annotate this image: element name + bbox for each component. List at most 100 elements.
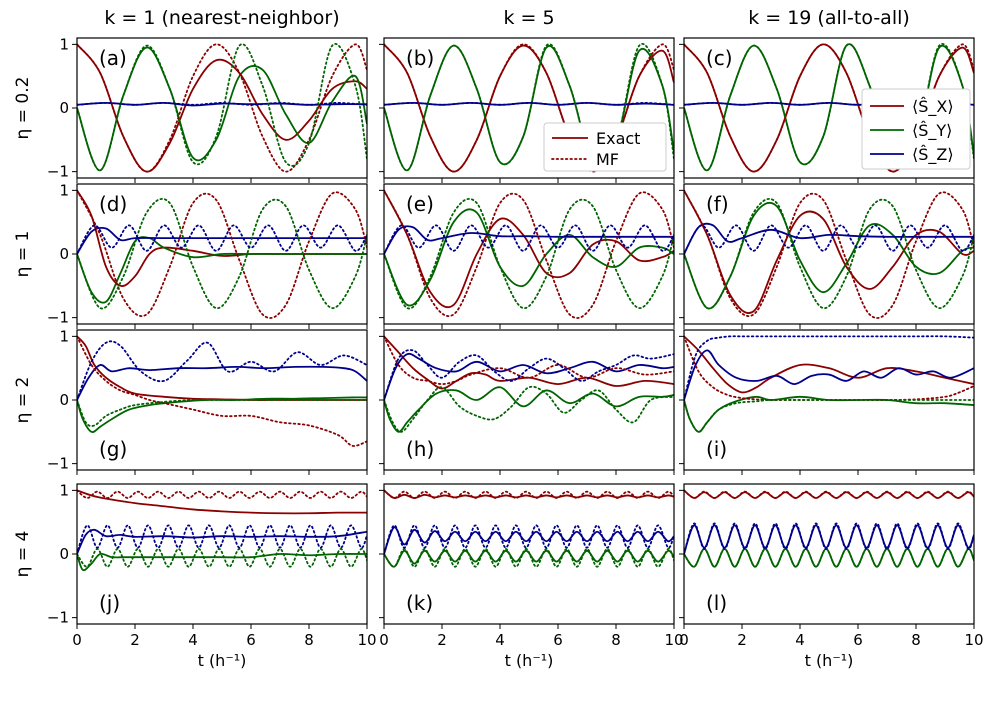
series-line-sy-exact — [77, 396, 367, 433]
legend-line-styles: Exact MF — [543, 122, 667, 172]
x-tick-label: 8 — [304, 631, 314, 649]
y-tick-label: −1 — [47, 163, 69, 181]
x-tick-label: 0 — [72, 631, 82, 649]
series-line-sx-mf — [384, 489, 674, 499]
series-line-sy-mf — [77, 548, 367, 568]
x-tick-label: 0 — [379, 631, 389, 649]
series-line-sy-mf — [684, 42, 974, 172]
panel-label: (j) — [99, 591, 120, 615]
series-line-sy-mf — [384, 198, 674, 310]
series-line-sx-mf — [684, 43, 974, 173]
series-line-sx-mf — [684, 489, 974, 499]
legend-components: ⟨Ŝ_X⟩ ⟨Ŝ_Y⟩ ⟨Ŝ_Z⟩ — [861, 88, 971, 170]
column-title: k = 19 (all-to-all) — [748, 7, 910, 29]
series-line-sy-mf — [684, 198, 974, 310]
series-line-sz-exact — [77, 226, 367, 255]
series-line-sx-exact — [77, 489, 367, 515]
series-group — [77, 489, 367, 572]
panel-e: (e) — [379, 183, 675, 329]
y-tick-label: 0 — [59, 99, 69, 117]
panel-label: (i) — [706, 437, 727, 461]
series-line-sx-mf — [77, 489, 367, 499]
series-line-sz-exact — [77, 528, 367, 555]
series-line-sz-mf — [77, 340, 367, 401]
series-line-sz-mf — [77, 224, 367, 255]
panel-b: (b) Exact MF — [379, 37, 675, 183]
series-line-sy-exact — [384, 208, 674, 307]
series-line-sx-mf — [384, 43, 674, 173]
series-line-sy-exact — [77, 236, 367, 304]
panel-label: (c) — [706, 46, 733, 70]
x-tick-label: 6 — [853, 631, 863, 649]
series-line-sy-mf — [684, 548, 974, 568]
legend-label: ⟨Ŝ_X⟩ — [912, 97, 954, 117]
row-label: η = 0.2 — [13, 77, 33, 140]
x-tick-label: 8 — [611, 631, 621, 649]
series-line-sy-mf — [384, 42, 674, 172]
panel-label: (g) — [99, 437, 127, 461]
panel-label: (k) — [406, 591, 433, 615]
legend-label: ⟨Ŝ_Y⟩ — [912, 121, 952, 141]
column-title: k = 5 — [503, 7, 554, 29]
series-line-sz-exact — [384, 225, 674, 255]
series-line-sz-mf — [684, 522, 974, 555]
series-line-sz-mf — [384, 102, 674, 106]
series-group — [77, 189, 367, 319]
panel-l: 0 2 4 6 8 10 (l) t (h⁻¹) — [679, 483, 984, 670]
series-group — [684, 489, 974, 568]
panel-label: (l) — [706, 591, 727, 615]
series-line-sx-exact — [384, 489, 674, 499]
y-tick-label: −1 — [47, 309, 69, 327]
y-tick-label: 1 — [59, 481, 69, 499]
panel-label: (f) — [706, 192, 729, 216]
y-tick-label: 1 — [59, 181, 69, 199]
series-group — [384, 189, 674, 319]
series-line-sy-mf — [384, 385, 674, 433]
panel-label: (e) — [406, 192, 434, 216]
series-line-sz-mf — [684, 335, 974, 401]
x-tick-label: 6 — [246, 631, 256, 649]
series-line-sy-mf — [684, 399, 974, 433]
x-tick-label: 4 — [495, 631, 505, 649]
series-line-sz-mf — [77, 524, 367, 555]
series-group — [384, 489, 674, 568]
column-title: k = 1 (nearest-neighbor) — [104, 7, 339, 29]
series-line-sy-mf — [77, 42, 367, 172]
series-line-sz-mf — [384, 224, 674, 255]
series-line-sz-exact — [684, 222, 974, 255]
series-line-sx-exact — [684, 189, 974, 314]
panel-j: 10−10 2 4 6 8 10(j)t (h⁻¹) — [47, 481, 377, 670]
series-line-sy-exact — [684, 395, 974, 433]
legend-label: MF — [596, 150, 619, 169]
panel-h: (h) — [379, 329, 675, 475]
series-line-sx-mf — [77, 43, 367, 173]
x-tick-label: 4 — [795, 631, 805, 649]
row-label: η = 4 — [13, 531, 33, 578]
series-line-sz-mf — [384, 524, 674, 555]
series-line-sx-mf — [77, 189, 367, 319]
series-group — [77, 335, 367, 447]
x-tick-label: 2 — [737, 631, 747, 649]
series-line-sz-exact — [684, 524, 974, 555]
legend-label: Exact — [596, 129, 640, 148]
series-line-sy-mf — [77, 198, 367, 310]
series-line-sy-mf — [384, 548, 674, 568]
series-group — [684, 335, 974, 433]
series-line-sx-mf — [684, 189, 974, 319]
y-tick-label: 0 — [59, 545, 69, 563]
series-group — [77, 42, 367, 173]
series-line-sz-exact — [77, 364, 367, 401]
series-line-sx-mf — [77, 335, 367, 447]
y-tick-label: −1 — [47, 455, 69, 473]
series-line-sz-mf — [384, 349, 674, 401]
series-line-sz-mf — [77, 102, 367, 106]
x-tick-label: 2 — [437, 631, 447, 649]
legend-label: ⟨Ŝ_Z⟩ — [912, 145, 954, 165]
series-line-sz-exact — [684, 349, 974, 401]
series-line-sx-mf — [384, 335, 674, 385]
panel-g: 1 0 −1 (g) — [47, 327, 368, 475]
x-axis-label: t (h⁻¹) — [805, 651, 854, 670]
y-tick-label: 1 — [59, 327, 69, 345]
x-tick-label: 6 — [553, 631, 563, 649]
